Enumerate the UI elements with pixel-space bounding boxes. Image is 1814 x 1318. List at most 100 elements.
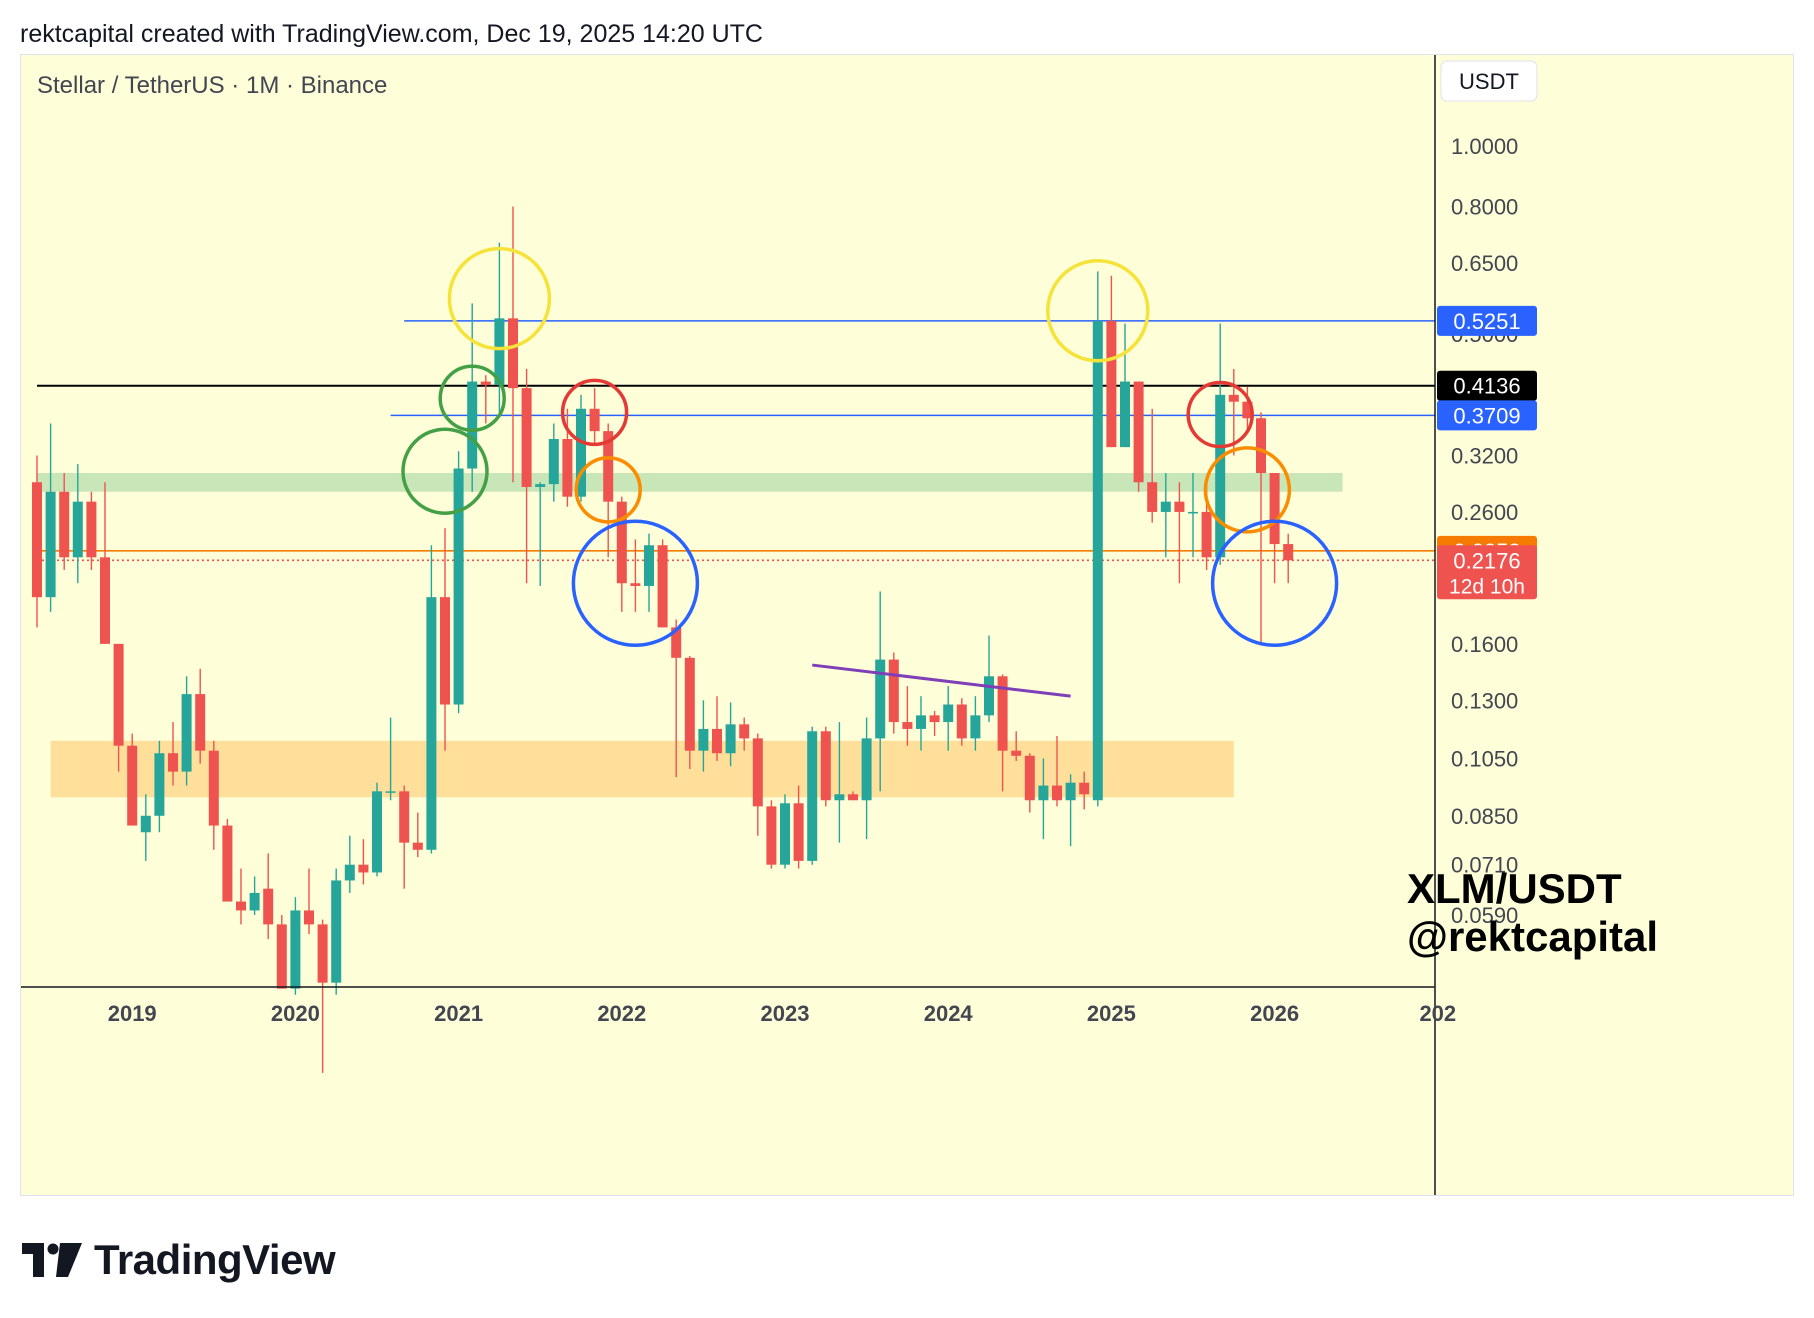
chart-frame: 1.00000.80000.65000.50000.40000.32000.26…: [20, 54, 1794, 1196]
candle-2022-10: [739, 717, 750, 751]
candle-2023-07: [861, 717, 872, 840]
candle-2018-12: [113, 643, 124, 772]
y-tick-label: 0.0850: [1451, 804, 1518, 829]
candle-2023-12: [929, 710, 940, 737]
price-label-box-4: [1437, 545, 1537, 600]
candle-2024-08: [1038, 758, 1049, 840]
candle-2024-05: [997, 674, 1008, 792]
candle-2021-06: [521, 368, 532, 584]
y-tick-label: 0.0710: [1451, 853, 1518, 878]
candle-body: [72, 501, 83, 558]
y-tick-label: 0.1050: [1451, 746, 1518, 771]
candle-2022-03: [644, 533, 654, 612]
candle-2020-05: [344, 835, 355, 893]
candle-body: [603, 431, 614, 502]
candle-2025-09: [1215, 323, 1226, 565]
candle-body: [548, 439, 559, 485]
candle-body: [426, 597, 437, 850]
annotation-circle-3: [560, 378, 629, 447]
candle-2025-10: [1228, 368, 1239, 456]
candle-body: [412, 842, 423, 850]
candle-2026-02: [1283, 533, 1294, 584]
candle-2021-09: [562, 408, 573, 507]
candle-2020-12: [440, 528, 450, 751]
candle-2020-03: [317, 919, 328, 1073]
candle-2024-02: [956, 698, 967, 746]
candle-2018-11: [100, 482, 110, 644]
price-axis-background: [1655, 55, 1793, 1195]
candle-body: [929, 715, 940, 723]
candle-body: [834, 794, 845, 801]
price-label-box-1: [1437, 370, 1537, 401]
candle-2023-02: [793, 785, 804, 869]
y-tick-label: 0.1600: [1451, 632, 1518, 657]
candle-2024-11: [1079, 771, 1090, 810]
candle-2021-05: [508, 206, 518, 483]
candle-body: [644, 545, 654, 586]
candle-body: [521, 388, 532, 487]
candle-2024-10: [1065, 774, 1076, 847]
candle-body: [956, 704, 967, 739]
candle-body: [480, 381, 491, 385]
chart-title: Stellar / TetherUS · 1M · Binance: [37, 72, 387, 99]
candle-2022-01: [616, 496, 627, 612]
candle-2024-07: [1024, 753, 1035, 813]
candle-body: [127, 745, 138, 826]
candle-body: [1269, 473, 1280, 545]
candle-2021-12: [603, 423, 614, 558]
currency-label: USDT: [1459, 69, 1519, 94]
candle-body: [1092, 320, 1103, 801]
x-tick-label: 2024: [924, 1001, 974, 1026]
candle-2018-07: [45, 423, 56, 612]
candle-2018-08: [59, 473, 70, 570]
candle-body: [100, 557, 110, 644]
candle-body: [1079, 782, 1090, 795]
candle-body: [589, 408, 600, 432]
tradingview-footer[interactable]: TradingView: [22, 1236, 336, 1284]
candle-2021-04: [494, 242, 505, 417]
candle-2025-05: [1160, 473, 1171, 558]
candle-body: [1147, 482, 1158, 512]
annotation-circle-8: [1203, 446, 1292, 534]
candle-body: [916, 715, 926, 729]
candle-2025-07: [1188, 473, 1198, 558]
candle-body: [1024, 755, 1035, 801]
price-label-4: 0.2176: [1453, 548, 1520, 573]
x-tick-label: 2025: [1087, 1001, 1136, 1026]
candle-2020-09: [399, 785, 410, 889]
candle-2025-03: [1133, 381, 1144, 492]
candle-body: [32, 482, 42, 598]
candle-2023-10: [902, 686, 913, 746]
candle-2024-06: [1011, 731, 1022, 761]
candle-body: [807, 731, 818, 861]
candle-2022-09: [725, 702, 736, 767]
candle-body: [59, 491, 70, 558]
y-tick-label: 0.6500: [1451, 251, 1518, 276]
candle-body: [1133, 381, 1144, 483]
annotation-circle-4: [574, 456, 642, 524]
candle-body: [168, 753, 178, 772]
x-tick-label: 202: [1419, 1001, 1456, 1026]
candle-2020-11: [426, 545, 437, 854]
candle-body: [970, 715, 981, 739]
candle-body: [752, 738, 763, 807]
candle-body: [535, 484, 546, 487]
candle-body: [698, 728, 709, 751]
zones-layer: [37, 473, 1343, 798]
candle-2023-08: [875, 591, 886, 792]
candle-body: [385, 791, 396, 793]
x-tick-label: 2020: [271, 1001, 320, 1026]
candle-body: [1283, 544, 1294, 561]
candle-2019-11: [263, 853, 274, 940]
candle-2020-08: [385, 717, 396, 801]
candle-body: [440, 597, 450, 705]
candle-2023-06: [848, 791, 858, 801]
candlestick-chart[interactable]: 1.00000.80000.65000.50000.40000.32000.26…: [21, 55, 1793, 1195]
watermark-line-1: XLM/USDT: [1407, 865, 1622, 912]
candle-2024-03: [970, 696, 981, 751]
y-tick-label: 0.2600: [1451, 500, 1518, 525]
candle-body: [1256, 418, 1266, 474]
price-label-countdown: 12d 10h: [1449, 575, 1525, 598]
y-tick-label: 1.0000: [1451, 134, 1518, 159]
candle-body: [902, 722, 913, 729]
